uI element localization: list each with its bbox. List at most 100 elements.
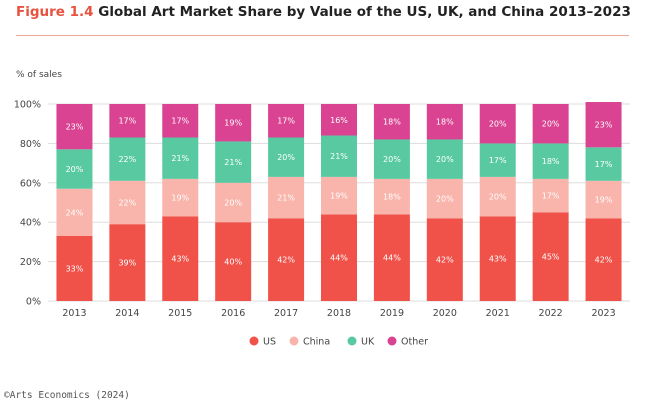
y-tick-label: 0% xyxy=(26,297,41,308)
legend-marker xyxy=(387,336,397,346)
y-tick-label: 20% xyxy=(20,257,41,268)
data-label: 24% xyxy=(66,208,84,217)
x-tick-label: 2015 xyxy=(168,308,192,319)
x-tick-label: 2021 xyxy=(486,308,510,319)
bar-segment-china xyxy=(162,178,199,217)
bar-segment-uk xyxy=(215,141,252,183)
data-label: 20% xyxy=(436,155,454,164)
data-label: 20% xyxy=(489,193,507,202)
bar-segment-us xyxy=(321,214,357,301)
x-tick-label: 2019 xyxy=(380,308,404,319)
legend-marker xyxy=(289,336,299,346)
x-tick-label: 2013 xyxy=(62,308,86,319)
bar-segment-uk xyxy=(373,139,410,179)
bar-segment-china xyxy=(215,182,252,223)
data-label: 23% xyxy=(66,123,84,132)
data-label: 18% xyxy=(436,118,454,127)
x-tick-label: 2017 xyxy=(274,308,298,319)
bar-segment-uk xyxy=(321,135,357,177)
bar-segment-us xyxy=(373,214,410,301)
bar-segment-china xyxy=(56,188,93,236)
bar-segment-uk xyxy=(426,139,463,179)
x-tick-label: 2023 xyxy=(591,308,615,319)
bar-segment-other xyxy=(585,102,622,148)
chart-title: Figure 1.4 Global Art Market Share by Va… xyxy=(16,4,631,20)
bar-segment-china xyxy=(373,178,410,215)
x-tick-label: 2022 xyxy=(539,308,563,319)
bar-segment-us xyxy=(479,216,516,301)
legend-marker xyxy=(347,336,357,346)
bar-segment-other xyxy=(426,104,463,140)
legend-label: Other xyxy=(401,337,428,348)
x-tick-label: 2016 xyxy=(221,308,245,319)
bar-segment-uk xyxy=(109,137,146,181)
data-label: 39% xyxy=(118,259,136,268)
data-label: 42% xyxy=(277,256,295,265)
bar-segment-us xyxy=(56,235,93,301)
y-tick-label: 40% xyxy=(20,218,41,229)
chart-title-text: Global Art Market Share by Value of the … xyxy=(98,4,631,20)
bar-segment-china xyxy=(479,176,516,217)
data-label: 17% xyxy=(171,117,189,126)
x-tick-label: 2018 xyxy=(327,308,351,319)
title-divider xyxy=(16,35,629,36)
bar-segment-other xyxy=(162,104,199,138)
data-label: 19% xyxy=(224,119,242,128)
bar-segment-uk xyxy=(585,147,622,181)
bar-segment-other xyxy=(373,104,410,140)
data-label: 21% xyxy=(330,152,348,161)
legend-label: US xyxy=(263,337,276,348)
bar-segment-uk xyxy=(56,149,93,189)
data-label: 44% xyxy=(330,254,348,263)
data-label: 22% xyxy=(118,155,136,164)
bar-segment-other xyxy=(215,104,252,142)
data-label: 43% xyxy=(171,255,189,264)
bar-segment-other xyxy=(109,104,146,138)
data-label: 19% xyxy=(595,196,613,205)
bar-segment-other xyxy=(268,104,305,138)
bar-segment-uk xyxy=(479,143,516,177)
bar-segment-uk xyxy=(162,137,199,179)
data-label: 17% xyxy=(542,192,560,201)
bar-segment-us xyxy=(109,224,146,301)
data-label: 20% xyxy=(542,120,560,129)
bar-segment-other xyxy=(321,104,357,136)
y-tick-label: 80% xyxy=(20,139,41,150)
x-tick-label: 2014 xyxy=(115,308,139,319)
bar-segment-uk xyxy=(532,143,569,179)
figure-label: Figure 1.4 xyxy=(16,4,94,20)
y-tick-label: 100% xyxy=(14,100,41,111)
data-label: 19% xyxy=(171,194,189,203)
data-label: 21% xyxy=(171,154,189,163)
data-label: 20% xyxy=(224,199,242,208)
bar-segment-other xyxy=(532,104,569,144)
bar-segment-china xyxy=(532,178,569,213)
bar-segment-us xyxy=(215,222,252,301)
data-label: 17% xyxy=(595,160,613,169)
data-label: 22% xyxy=(118,199,136,208)
bar-segment-us xyxy=(162,216,199,301)
data-label: 16% xyxy=(330,116,348,125)
data-label: 18% xyxy=(383,118,401,127)
data-label: 45% xyxy=(542,253,560,262)
data-label: 42% xyxy=(436,256,454,265)
bar-segment-other xyxy=(479,104,516,144)
data-label: 17% xyxy=(489,156,507,165)
data-label: 42% xyxy=(595,256,613,265)
data-label: 20% xyxy=(277,153,295,162)
bar-segment-us xyxy=(532,212,569,301)
bar-segment-china xyxy=(426,178,463,219)
data-label: 20% xyxy=(436,195,454,204)
y-axis-label: % of sales xyxy=(16,70,62,80)
bar-segment-us xyxy=(585,218,622,301)
bar-segment-china xyxy=(585,180,622,219)
x-tick-label: 2020 xyxy=(433,308,457,319)
data-label: 19% xyxy=(330,192,348,201)
bar-segment-uk xyxy=(268,137,305,177)
stacked-bar-chart: 0% 20% 40% 60% 80% 100% 33% 24% 20% 23% 2013 39% 22%… xyxy=(14,100,630,348)
data-label: 21% xyxy=(277,194,295,203)
data-label: 17% xyxy=(277,117,295,126)
data-label: 20% xyxy=(383,155,401,164)
bar-segment-china xyxy=(268,176,305,219)
data-label: 23% xyxy=(595,121,613,130)
